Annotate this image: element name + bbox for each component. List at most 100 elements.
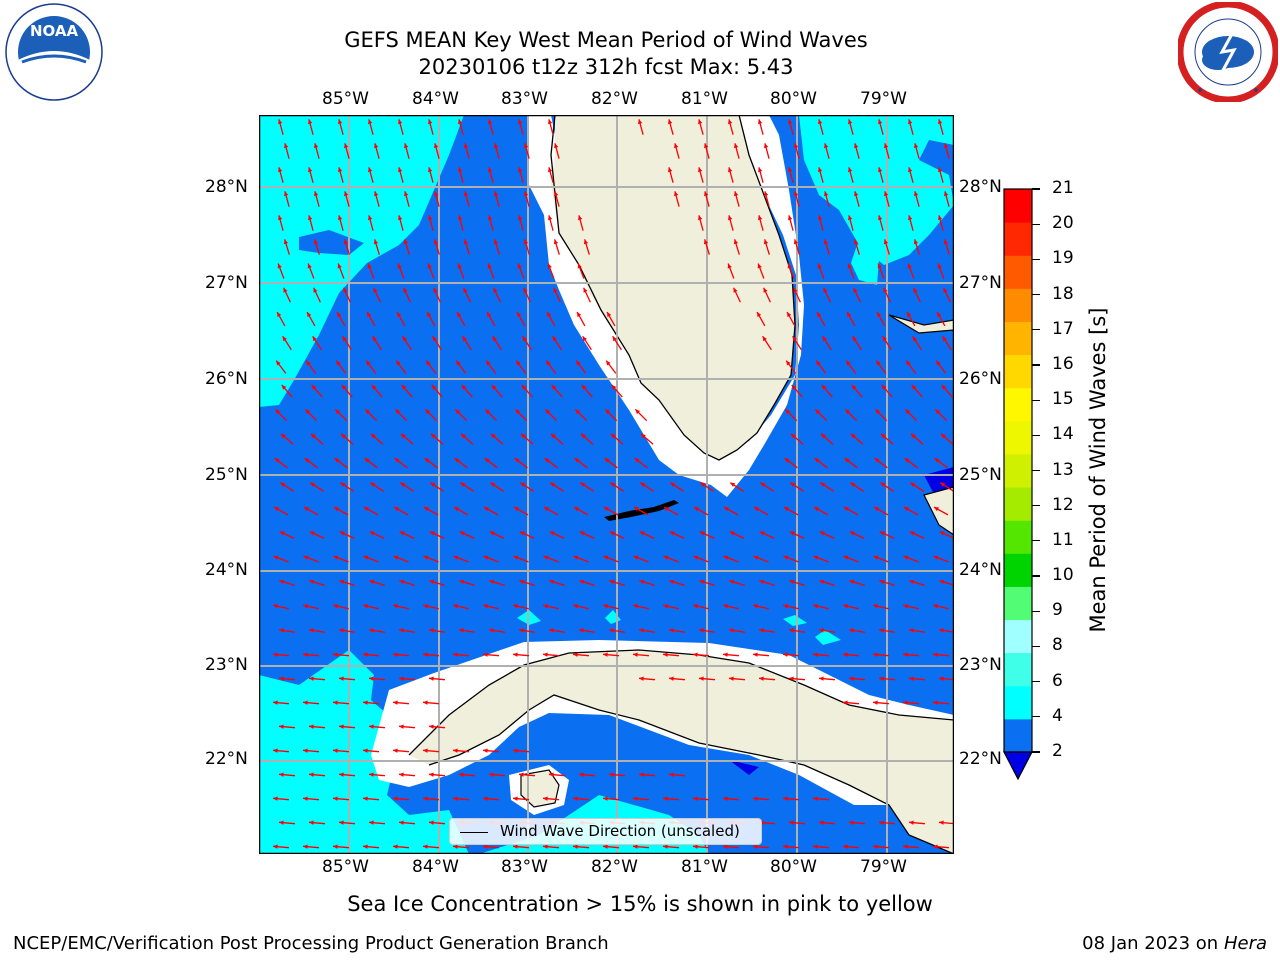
colorbar-tick-label: 2	[1052, 741, 1063, 761]
wind-arrow-head	[669, 772, 674, 777]
wind-arrow-head	[612, 336, 617, 342]
wind-arrow-head	[670, 482, 676, 487]
wind-arrow-head	[875, 409, 881, 415]
wind-arrow-head	[493, 191, 499, 197]
wind-arrow-head	[603, 796, 608, 801]
wind-arrow-head	[640, 482, 646, 487]
wind-arrow-head	[549, 772, 554, 777]
wind-arrow-head	[397, 119, 403, 125]
wind-arrow-head	[937, 119, 943, 125]
colorbar-band	[1004, 387, 1032, 422]
wind-arrow-head	[367, 312, 372, 317]
wind-arrow-head	[909, 628, 914, 633]
wind-arrow-head	[753, 796, 758, 801]
wind-arrow-head	[363, 748, 368, 753]
wind-arrow-head	[639, 531, 645, 536]
wind-arrow-head	[669, 579, 675, 585]
wind-arrow-head	[367, 167, 373, 173]
wind-arrow-head	[309, 772, 314, 777]
wind-arrow-head	[513, 796, 518, 801]
wind-arrow-head	[673, 143, 679, 149]
wind-arrow-head	[663, 796, 668, 801]
wind-arrow-head	[763, 287, 768, 293]
wind-arrow-head	[429, 724, 434, 729]
wind-arrow-head	[723, 555, 729, 560]
wind-arrow-head	[667, 167, 673, 173]
wind-arrow-head	[603, 652, 608, 657]
wind-arrow-head	[694, 507, 699, 512]
wind-arrow-head	[364, 507, 369, 512]
wind-arrow-head	[343, 287, 348, 293]
wind-arrow-head	[877, 119, 883, 125]
wind-arrow-head	[303, 700, 308, 705]
wind-arrow-head	[633, 796, 638, 801]
wind-arrow-head	[553, 287, 558, 293]
wind-arrow-head	[907, 215, 913, 221]
wind-arrow-head	[693, 796, 698, 801]
wind-arrow-head	[634, 507, 639, 512]
wind-arrow-head	[880, 482, 886, 487]
wind-arrow-head	[339, 676, 344, 681]
colorbar-band	[1004, 420, 1032, 455]
wind-arrow-head	[723, 796, 728, 801]
wind-arrow-head	[610, 482, 616, 487]
wind-arrow-head	[363, 796, 368, 801]
wind-arrow-head	[545, 409, 551, 415]
wind-arrow-head	[633, 844, 638, 849]
wind-arrow-head	[427, 263, 432, 269]
wind-arrow-head	[853, 191, 859, 197]
colorbar-tick-label: 15	[1052, 389, 1074, 410]
wind-arrow-head	[877, 167, 883, 173]
lon-label-bottom: 82°W	[591, 857, 638, 877]
wind-arrow-head	[843, 555, 849, 560]
wind-arrow-head	[307, 167, 313, 173]
wind-arrow-head	[847, 167, 853, 173]
wind-arrow-head	[933, 700, 938, 705]
wind-arrow-head	[487, 312, 492, 317]
wind-arrow-head	[935, 409, 941, 415]
colorbar-tick-label: 17	[1052, 318, 1074, 339]
wind-arrow-head	[547, 263, 552, 269]
wind-arrow-head	[341, 384, 347, 390]
wind-arrow-head	[553, 143, 559, 149]
colorbar	[1003, 188, 1033, 781]
wind-arrow-head	[303, 652, 308, 657]
wind-arrow-head	[639, 676, 644, 681]
wind-arrow-head	[427, 167, 433, 173]
wind-arrow-head	[274, 458, 280, 463]
wind-arrow-head	[423, 555, 429, 560]
wind-arrow-head	[784, 458, 790, 463]
wind-arrow-head	[813, 844, 818, 849]
lon-label-top: 84°W	[412, 89, 459, 109]
wind-arrow-head	[793, 143, 799, 149]
wind-arrow-head	[849, 531, 855, 536]
lat-label-right: 26°N	[959, 369, 1002, 389]
wind-arrow-head	[753, 844, 758, 849]
wind-arrow-head	[543, 844, 548, 849]
wind-arrow-head	[789, 579, 795, 585]
wind-arrow-head	[549, 531, 555, 536]
wind-arrow-head	[279, 724, 284, 729]
wind-arrow-head	[753, 555, 759, 560]
wind-arrow-head	[763, 191, 769, 197]
colorbar-band	[1004, 354, 1032, 389]
wind-arrow-head	[663, 604, 669, 609]
wind-arrow-head	[427, 119, 433, 125]
wind-arrow-head	[517, 167, 523, 173]
wind-arrow-head	[363, 700, 368, 705]
wind-arrow-head	[303, 604, 309, 609]
wind-arrow-head	[882, 336, 887, 342]
wind-arrow-head	[733, 239, 739, 245]
wind-arrow-head	[304, 458, 310, 463]
wind-arrow-head	[906, 360, 911, 366]
colorbar-tick-label: 10	[1052, 565, 1074, 586]
wind-arrow-head	[637, 119, 643, 125]
wind-arrow-head	[396, 360, 401, 366]
wind-arrow-head	[279, 628, 284, 633]
wind-arrow-head	[789, 820, 794, 825]
wind-arrow-head	[933, 844, 938, 849]
wind-arrow-head	[853, 239, 859, 245]
wind-arrow-head	[367, 215, 373, 221]
lat-label-left: 23°N	[205, 655, 248, 675]
wind-arrow-head	[279, 579, 285, 585]
